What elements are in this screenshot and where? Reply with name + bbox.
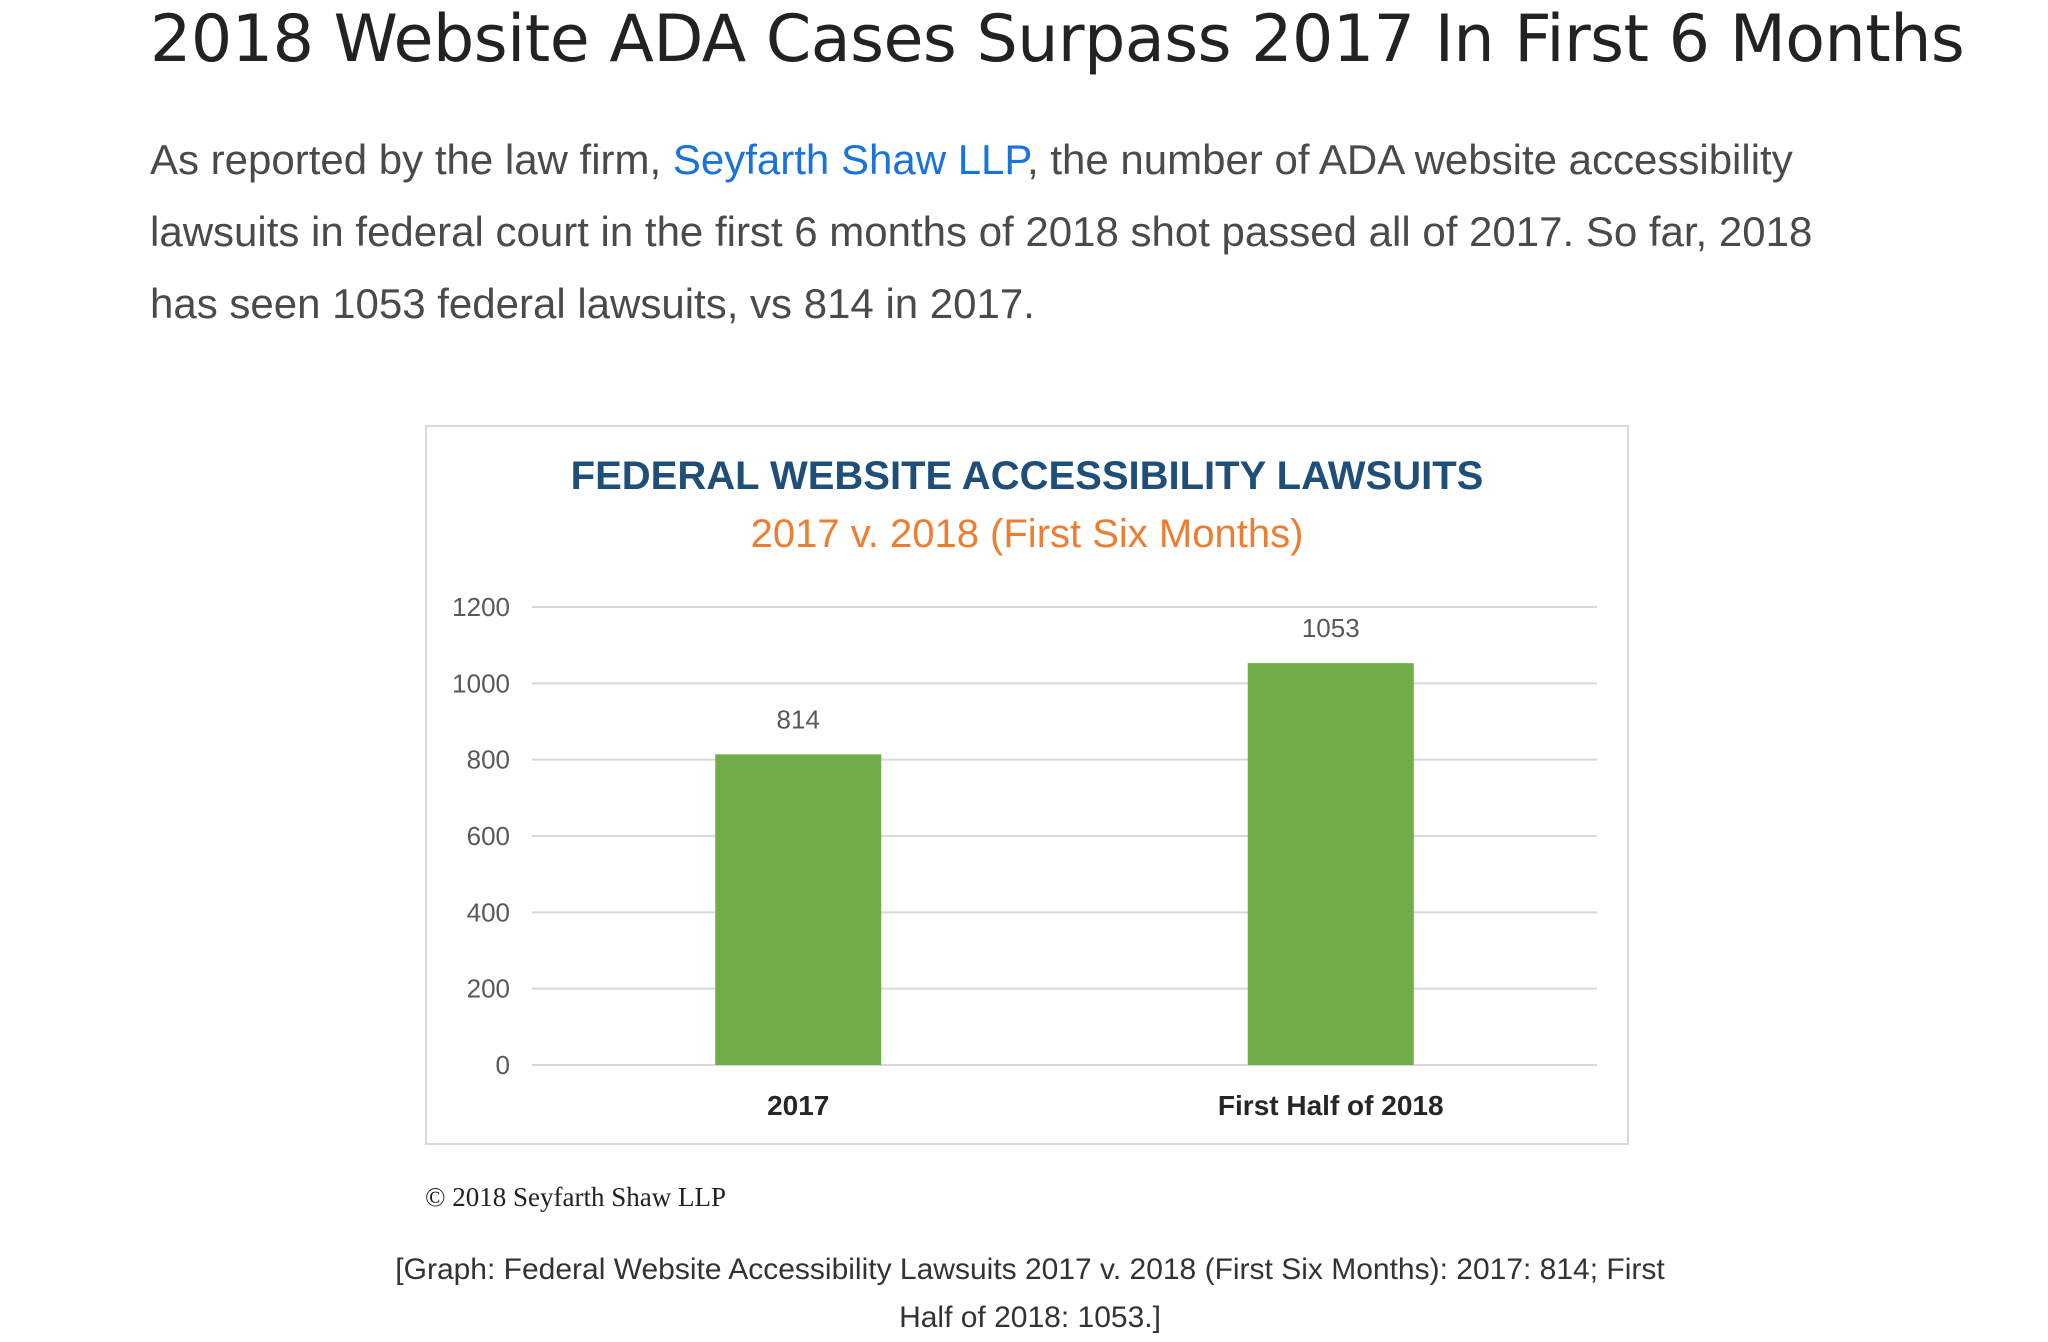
- chart-bars: [715, 663, 1414, 1065]
- x-tick-label: First Half of 2018: [1218, 1090, 1444, 1121]
- chart-data-labels: 814 1053: [777, 613, 1360, 734]
- lede-text-start: As reported by the law firm,: [150, 136, 673, 183]
- y-tick-label: 1200: [452, 592, 510, 622]
- y-axis-tick-labels: 0 200 400 600 800 1000 1200: [452, 592, 510, 1080]
- y-tick-label: 400: [467, 897, 510, 927]
- seyfarth-shaw-link[interactable]: Seyfarth Shaw LLP: [672, 136, 1028, 183]
- lede-text-end: , the number of ADA website accessibilit…: [150, 136, 1813, 327]
- article-lede: As reported by the law firm, Seyfarth Sh…: [150, 124, 1890, 340]
- chart-subtitle: 2017 v. 2018 (First Six Months): [751, 512, 1304, 556]
- chart-title: FEDERAL WEBSITE ACCESSIBILITY LAWSUITS: [571, 454, 1484, 498]
- data-label: 814: [777, 704, 820, 734]
- y-tick-label: 600: [467, 821, 510, 851]
- bar-chart: FEDERAL WEBSITE ACCESSIBILITY LAWSUITS 2…: [452, 454, 1597, 1121]
- chart-caption: [Graph: Federal Website Accessibility La…: [395, 1253, 1665, 1334]
- y-tick-label: 0: [496, 1050, 510, 1080]
- y-tick-label: 800: [467, 745, 510, 775]
- article-headline: 2018 Website ADA Cases Surpass 2017 In F…: [150, 2, 1965, 77]
- chart-copyright: © 2018 Seyfarth Shaw LLP: [425, 1182, 726, 1212]
- chart-gridlines: [532, 606, 1597, 1066]
- y-tick-label: 1000: [452, 668, 510, 698]
- bar-2: [1247, 663, 1414, 1065]
- x-tick-label: 2017: [767, 1090, 829, 1121]
- data-label: 1053: [1302, 613, 1360, 643]
- y-tick-label: 200: [467, 974, 510, 1004]
- x-axis-tick-labels: 2017 First Half of 2018: [767, 1090, 1443, 1121]
- chart-figure: FEDERAL WEBSITE ACCESSIBILITY LAWSUITS 2…: [425, 425, 1629, 1145]
- bar-1: [715, 754, 882, 1065]
